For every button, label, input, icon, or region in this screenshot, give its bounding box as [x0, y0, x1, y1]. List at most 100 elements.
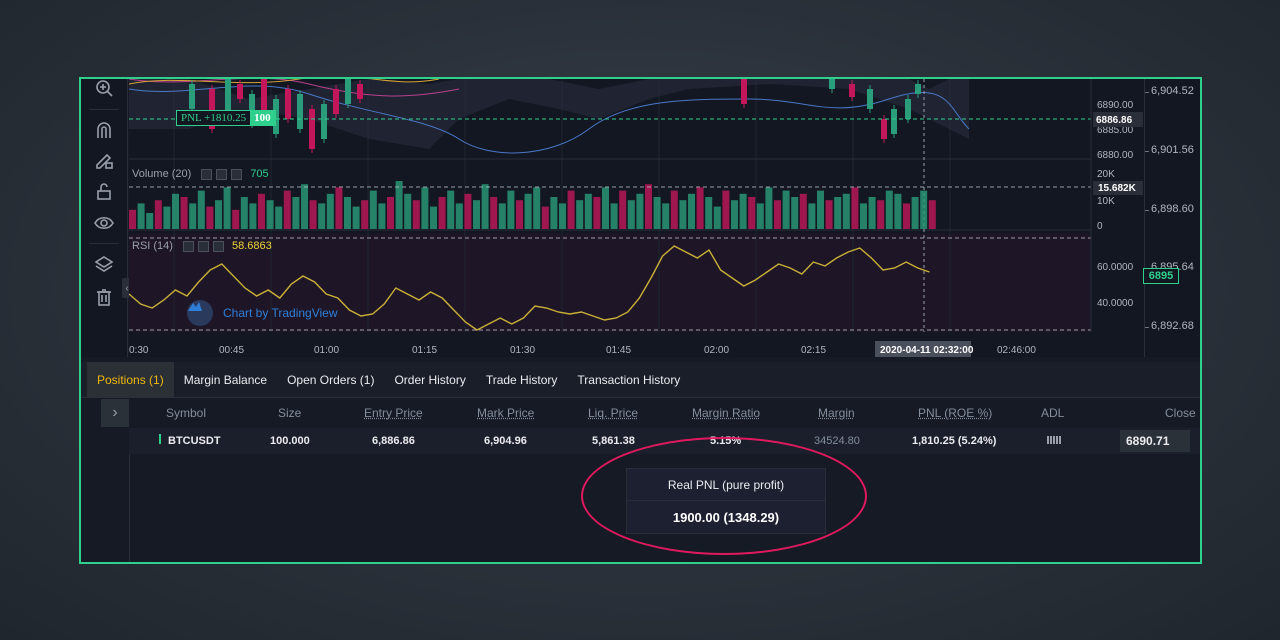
positions-tabs: Positions (1) Margin Balance Open Orders…	[81, 361, 1200, 398]
candle	[209, 89, 215, 129]
unlock-icon[interactable]	[93, 180, 115, 202]
volume-bar	[550, 197, 558, 229]
time-label: 02:00	[704, 345, 729, 356]
settings-icon[interactable]	[182, 240, 194, 252]
volume-indicator-value: 705	[250, 168, 269, 180]
tradingview-watermark[interactable]: Chart by TradingView	[187, 300, 338, 326]
volume-bar	[206, 206, 214, 229]
header-adl: ADL	[1041, 406, 1065, 420]
candle	[891, 109, 897, 134]
settings-icon[interactable]	[197, 240, 209, 252]
trash-icon[interactable]	[93, 286, 115, 308]
tab-transaction-history[interactable]: Transaction History	[577, 372, 681, 387]
volume-bar	[731, 200, 738, 229]
volume-bar	[705, 197, 713, 229]
cell-symbol[interactable]: BTCUSDT	[168, 435, 221, 447]
chevron-right-icon[interactable]: ›	[101, 399, 129, 427]
zoom-icon[interactable]	[93, 79, 115, 101]
close-price-input[interactable]	[1120, 430, 1190, 452]
inner-price-highlight-box	[1093, 112, 1143, 127]
drawing-toolbar: ‹	[81, 79, 132, 357]
cell-margin: 34524.80	[814, 435, 860, 447]
volume-bar	[713, 206, 721, 229]
header-size: Size	[278, 406, 302, 420]
volume-bar	[172, 193, 179, 229]
volume-bar	[808, 203, 816, 229]
volume-bar	[636, 193, 644, 229]
volume-bar	[309, 200, 317, 229]
cell-pnl: 1,810.25 (5.24%)	[912, 435, 997, 447]
crosshair-time-box	[875, 341, 971, 357]
volume-bar	[868, 197, 876, 229]
volume-scale-label: 0	[1097, 221, 1103, 232]
volume-bar	[756, 203, 764, 229]
rsi-scale-label: 60.0000	[1097, 262, 1134, 273]
rsi-indicator-name: RSI (14)	[132, 240, 173, 252]
volume-bar	[215, 200, 222, 229]
tab-open-orders[interactable]: Open Orders (1)	[287, 372, 375, 387]
volume-bar	[232, 209, 240, 229]
settings-icon[interactable]	[216, 168, 228, 180]
volume-bar	[516, 200, 523, 229]
volume-bar	[877, 200, 885, 229]
time-label: 01:45	[606, 345, 631, 356]
volume-bar	[197, 190, 205, 229]
layers-icon[interactable]	[93, 254, 115, 276]
volume-bar	[541, 206, 549, 229]
scale-tick	[1145, 210, 1149, 211]
chart-canvas[interactable]: 0:30 00:45 01:00 01:15 01:30 01:45 02:00 02:15 0…	[129, 79, 1144, 357]
volume-bar	[782, 190, 790, 229]
volume-bar	[774, 200, 781, 229]
volume-bar	[326, 193, 334, 229]
volume-bar	[283, 190, 291, 229]
positions-table: › Symbol Size Entry Price Mark Price Liq…	[81, 398, 1200, 562]
price-chart[interactable]: 0:30 00:45 01:00 01:15 01:30 01:45 02:00 02:15 0…	[129, 79, 1199, 357]
tab-positions[interactable]: Positions (1)	[87, 361, 174, 398]
volume-bar	[490, 197, 498, 229]
candle	[237, 84, 243, 99]
magnet-icon[interactable]	[93, 119, 115, 141]
rsi-scale-label: 40.0000	[1097, 298, 1134, 309]
volume-bar	[885, 190, 893, 229]
close-icon[interactable]	[212, 240, 224, 252]
volume-bar	[602, 187, 609, 229]
volume-bar	[447, 190, 455, 229]
tab-order-history[interactable]: Order History	[394, 372, 466, 387]
header-liq-price[interactable]: Liq. Price	[588, 406, 639, 420]
scale-tick	[1145, 327, 1149, 328]
tab-trade-history[interactable]: Trade History	[485, 372, 558, 387]
candle	[905, 99, 911, 119]
header-margin-ratio[interactable]: Margin Ratio	[692, 406, 761, 420]
settings-icon[interactable]	[201, 168, 213, 180]
volume-bar	[894, 193, 902, 229]
crosshair-time-label: 2020-04-11 02:32:00	[880, 345, 974, 356]
rsi-pane-bg	[129, 234, 1091, 332]
collapse-toolbar-button[interactable]: ‹	[122, 278, 132, 298]
header-mark-price[interactable]: Mark Price	[477, 406, 535, 420]
candle	[225, 79, 231, 119]
header-margin[interactable]: Margin	[818, 406, 855, 420]
header-pnl[interactable]: PNL (ROE %)	[918, 406, 993, 420]
volume-bar	[584, 193, 592, 229]
volume-bar	[240, 197, 248, 229]
tab-margin-balance[interactable]: Margin Balance	[183, 372, 268, 387]
volume-bar	[739, 193, 747, 229]
volume-bar	[722, 190, 730, 229]
volume-bar	[301, 184, 308, 229]
eye-icon[interactable]	[93, 212, 115, 234]
pencil-lock-icon[interactable]	[93, 149, 115, 171]
volume-bar	[163, 206, 171, 229]
volume-bar	[799, 193, 807, 229]
candle	[849, 84, 855, 97]
volume-bar	[498, 203, 506, 229]
header-entry-price[interactable]: Entry Price	[364, 406, 423, 420]
current-price-marker: 6895	[1143, 268, 1179, 284]
volume-bar	[292, 197, 300, 229]
volume-bar	[189, 203, 197, 229]
close-icon[interactable]	[231, 168, 243, 180]
price-scale[interactable]: 6,904.52 6,901.56 6,898.60 6,895.64 6895…	[1143, 79, 1200, 357]
volume-bar	[653, 197, 661, 229]
volume-bar	[344, 197, 351, 229]
ma-line	[129, 79, 460, 97]
volume-bar	[180, 197, 188, 229]
